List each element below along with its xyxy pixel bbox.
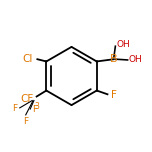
Text: F: F	[32, 105, 37, 114]
Text: F: F	[23, 117, 28, 126]
Text: F: F	[13, 104, 18, 113]
Text: OH: OH	[116, 40, 130, 49]
Text: Cl: Cl	[22, 54, 33, 64]
Text: OH: OH	[128, 55, 142, 64]
Text: B: B	[110, 54, 118, 64]
Text: CF: CF	[20, 94, 34, 104]
Text: F: F	[111, 90, 117, 100]
Text: 3: 3	[34, 102, 39, 111]
